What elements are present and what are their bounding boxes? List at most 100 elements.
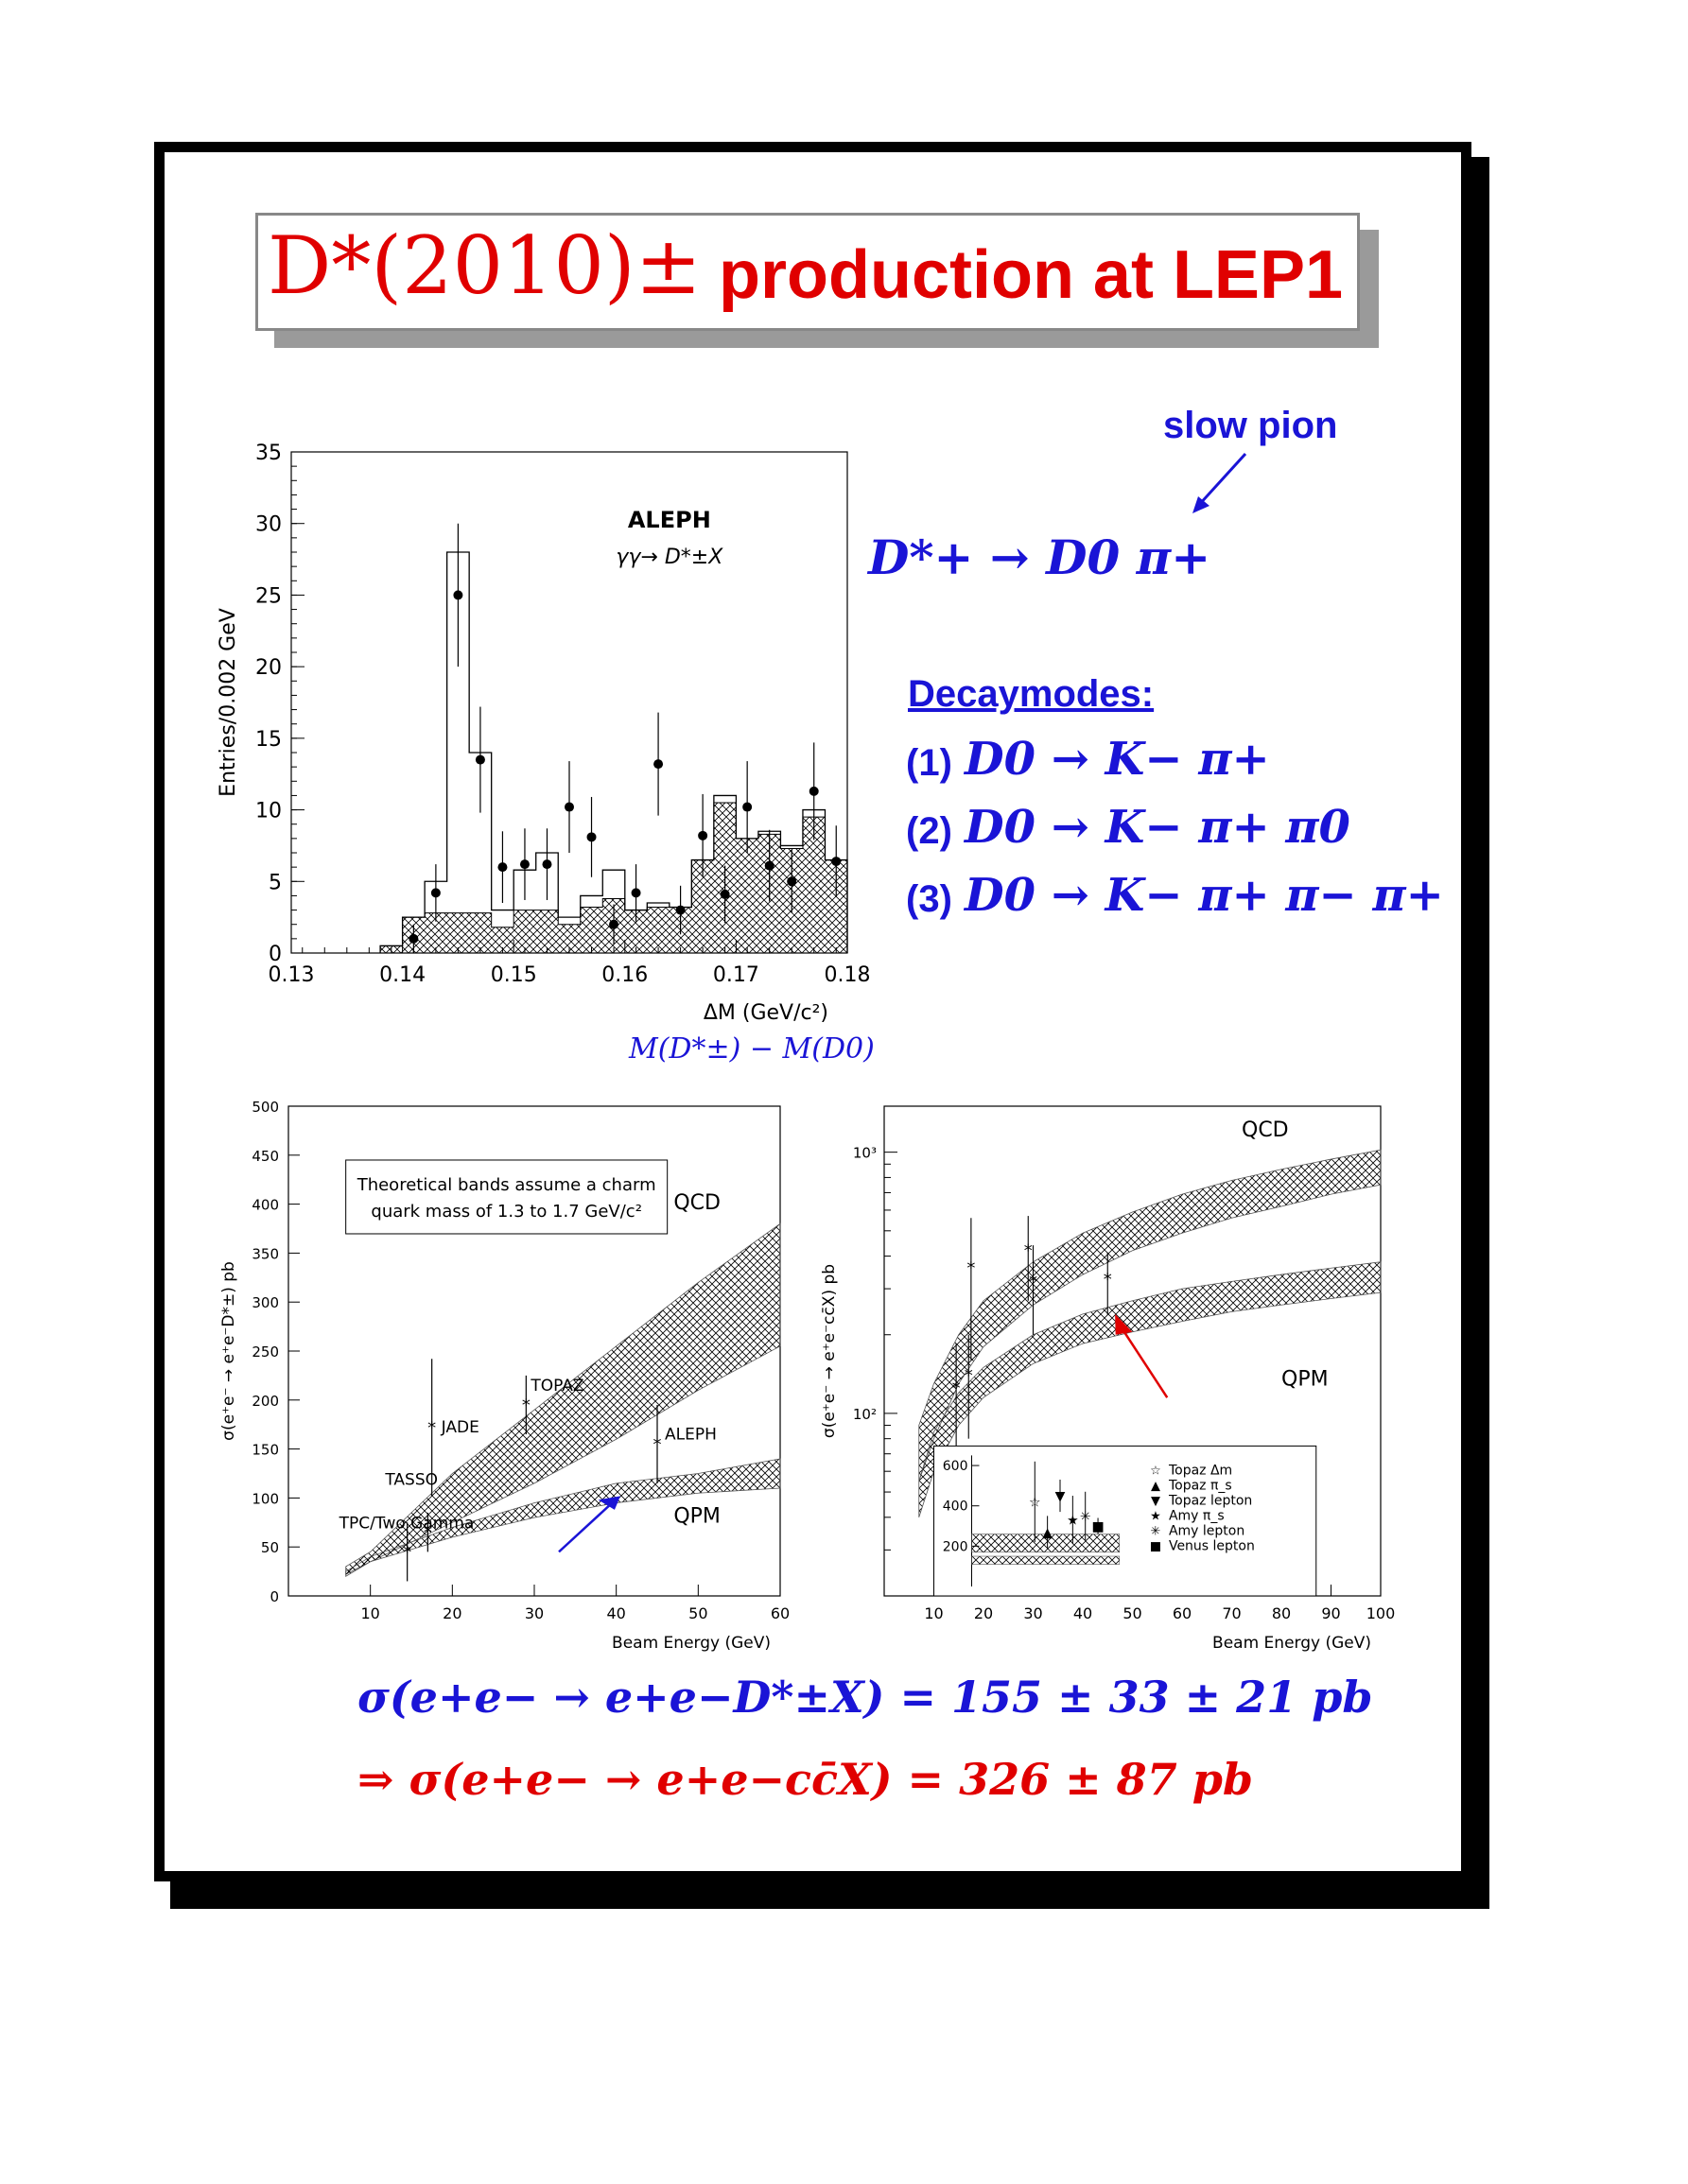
title-box (255, 213, 1360, 331)
y-tick-label: 250 (252, 1343, 279, 1361)
data-point: * (1104, 1270, 1112, 1290)
y-tick-label: 50 (261, 1539, 279, 1556)
x-tick-label: 70 (1222, 1604, 1241, 1622)
x-axis-label: Beam Energy (GeV) (1212, 1634, 1371, 1653)
inset-y-tick-label: 400 (943, 1499, 968, 1515)
x-tick-label: 20 (974, 1604, 993, 1622)
y-tick-label: 400 (252, 1197, 279, 1214)
experiment-label: TASSO (384, 1471, 438, 1490)
data-point (720, 889, 730, 899)
data-point (698, 830, 708, 841)
inset-y-tick-label: 200 (943, 1539, 968, 1554)
inset-legend-label: Topaz Δm (1168, 1463, 1232, 1478)
slow-pion-label: slow pion (1163, 405, 1338, 446)
x-axis-label: ΔM (GeV/c²) (704, 1001, 828, 1025)
qcd-label: QCD (1242, 1118, 1289, 1142)
mode-1-expr: D0 → K− π+ (965, 733, 1270, 786)
qpm-label: QPM (673, 1504, 721, 1528)
mode-2-expr: D0 → K− π+ π0 (965, 801, 1350, 854)
slow-pion-arrow (1192, 452, 1247, 513)
data-point (675, 905, 686, 915)
data-point (631, 888, 641, 898)
x-tick-label: 30 (525, 1604, 544, 1622)
title-math: D*(2010)± (268, 219, 703, 312)
x-tick-label: 10 (924, 1604, 943, 1622)
y-tick-label: 150 (252, 1442, 279, 1459)
mode-1-num: (1) (906, 742, 952, 784)
y-tick-label: 30 (255, 513, 282, 537)
data-point: * (966, 1258, 975, 1278)
inset-legend-label: Amy π_s (1169, 1508, 1225, 1523)
red-arrowhead (1115, 1313, 1133, 1335)
data-point: * (1024, 1241, 1033, 1261)
qpm-band (345, 1458, 781, 1577)
x-tick-label: 0.17 (713, 963, 759, 987)
inset-legend-symbol: ☆ (1150, 1464, 1161, 1478)
x-tick-label: 50 (1122, 1604, 1141, 1622)
data-point: * (952, 1378, 961, 1398)
x-axis-label: Beam Energy (GeV) (612, 1634, 771, 1653)
y-axis-label: σ(e⁺e⁻ → e⁺e⁻D*±) pb (219, 1261, 238, 1441)
y-tick-label: 20 (255, 656, 282, 680)
data-point (497, 862, 508, 873)
data-point (542, 859, 552, 870)
data-point (742, 802, 753, 812)
data-point (586, 832, 597, 842)
mode-3-expr: D0 → K− π+ π− π+ (965, 869, 1444, 922)
experiment-point: * (522, 1395, 531, 1415)
y-tick-label: 5 (269, 871, 282, 894)
data-point (653, 759, 664, 770)
data-point (809, 786, 819, 796)
qpm-label: QPM (1281, 1367, 1329, 1391)
x-tick-label: 10 (360, 1604, 379, 1622)
data-point (475, 754, 485, 765)
mode-3-num: (3) (906, 878, 952, 920)
y-tick-label: 10 (255, 800, 282, 823)
x-tick-label: 90 (1321, 1604, 1340, 1622)
inset-qcd-band (971, 1534, 1121, 1553)
mode-2-num: (2) (906, 810, 952, 852)
y-tick-label: 15 (255, 728, 282, 752)
inset-legend-symbol: ▲ (1151, 1479, 1160, 1493)
inset-legend-label: Topaz π_s (1168, 1478, 1232, 1493)
aleph-histogram-chart: 0.13 0.14 0.15 0.16 0.17 0.18 0 5 10 15 20 25 30 35 ΔM… (217, 442, 871, 1025)
x-tick-label: 0.14 (379, 963, 426, 987)
experiment-point: * (403, 1542, 411, 1562)
experiment-point: * (427, 1418, 436, 1438)
y-axis-label: Entries/0.002 GeV (217, 608, 240, 797)
inset-point: ✳ (1080, 1509, 1091, 1524)
y-tick-label: 25 (255, 584, 282, 608)
y-tick-label: 10³ (853, 1145, 877, 1162)
decaymodes-heading: Decaymodes: (908, 673, 1155, 715)
result-line-1: σ(e+e− → e+e−D*±X) = 155 ± 33 ± 21 pb (357, 1672, 1373, 1723)
note-line-2: quark mass of 1.3 to 1.7 GeV/c² (371, 1202, 642, 1222)
x-tick-label: 0.18 (825, 963, 871, 987)
inset-legend-label: Venus lepton (1169, 1538, 1255, 1553)
experiment-label: TOPAZ (530, 1377, 583, 1395)
x-tick-label: 100 (1366, 1604, 1396, 1622)
inset-legend-symbol: ✳ (1151, 1524, 1161, 1538)
data-point (565, 802, 574, 812)
inset-point: ☆ (1029, 1495, 1041, 1510)
x-tick-label: 60 (771, 1604, 790, 1622)
y-tick-label: 100 (252, 1490, 279, 1507)
chart-title: ALEPH (628, 507, 711, 533)
note-line-1: Theoretical bands assume a charm (357, 1175, 656, 1195)
y-tick-label: 35 (255, 442, 282, 465)
y-tick-label: 0 (269, 943, 282, 966)
inset-legend-symbol: ▼ (1151, 1494, 1160, 1508)
x-tick-label: 0.15 (491, 963, 537, 987)
blue-arrowhead (598, 1496, 620, 1510)
inset-point: ▼ (1055, 1489, 1066, 1504)
result-line-2: ⇒ σ(e+e− → e+e−cc̄X) = 326 ± 87 pb (357, 1754, 1254, 1805)
x-tick-label: 20 (443, 1604, 461, 1622)
data-point: * (1029, 1272, 1037, 1291)
data-point (409, 933, 419, 944)
experiment-label: ALEPH (665, 1425, 717, 1444)
inset-frame (933, 1445, 1317, 1597)
experiment-point: * (424, 1523, 432, 1543)
experiment-label: TPC/Two Gamma (339, 1514, 475, 1533)
y-tick-label: 0 (270, 1588, 279, 1605)
